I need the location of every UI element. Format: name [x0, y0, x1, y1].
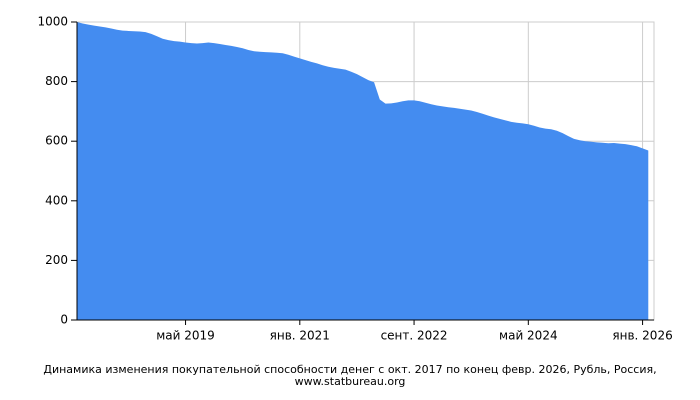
- x-tick-label: янв. 2026: [612, 329, 672, 343]
- y-tick-label: 200: [45, 253, 68, 267]
- x-tick-label: май 2019: [156, 329, 215, 343]
- caption: Динамика изменения покупательной способн…: [43, 363, 657, 388]
- x-tick-label: янв. 2021: [270, 329, 330, 343]
- y-tick-label: 600: [45, 134, 68, 148]
- y-tick-label: 400: [45, 193, 68, 207]
- y-tick-label: 800: [45, 74, 68, 88]
- x-tick-label: май 2024: [499, 329, 558, 343]
- area: [77, 22, 649, 320]
- y-tick-label: 1000: [37, 15, 68, 29]
- x-tick-label: сент. 2022: [381, 329, 448, 343]
- chart: 0 200 400 600 800 1000 май 2019 янв. 2021 сент. …: [37, 15, 672, 343]
- y-tick-label: 0: [60, 313, 68, 327]
